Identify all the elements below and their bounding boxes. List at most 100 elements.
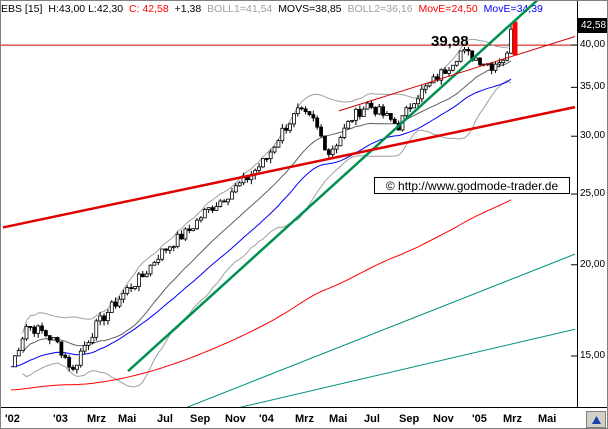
- y-tick-label: 35,00: [580, 81, 606, 93]
- candle-body: [404, 107, 409, 117]
- candle-body: [140, 273, 145, 278]
- candle-body: [377, 106, 382, 115]
- candle-body: [47, 335, 52, 341]
- candle-body: [187, 228, 192, 231]
- candle-body: [24, 326, 29, 340]
- candle-body: [144, 273, 149, 278]
- close-label: C: 42,58: [129, 3, 169, 15]
- candle-body: [51, 337, 56, 341]
- candle-body: [303, 108, 308, 112]
- x-tick-label: Mrz: [503, 413, 522, 425]
- candle-body: [346, 120, 351, 129]
- symbol-label: EBS [15]: [1, 3, 43, 15]
- x-tick-label: Jul: [157, 413, 173, 425]
- x-tick-label: Nov: [225, 413, 246, 425]
- candle-body: [427, 82, 432, 87]
- candle-body: [474, 57, 479, 61]
- change-label: +1,38: [174, 3, 202, 15]
- price-chart[interactable]: [1, 1, 577, 407]
- candle-body: [121, 292, 126, 300]
- candle-body: [350, 119, 354, 122]
- candle-body: [179, 233, 184, 240]
- candle-body: [257, 166, 261, 171]
- candle-body: [78, 350, 83, 366]
- x-tick-label: Mrz: [87, 413, 106, 425]
- boll2-label: BOLL2=36,16: [347, 3, 413, 15]
- x-tick-label: Nov: [433, 413, 454, 425]
- candle-body: [12, 355, 17, 368]
- candle-body: [129, 287, 134, 290]
- candle-body: [210, 207, 215, 211]
- candle-body: [40, 325, 44, 332]
- x-tick-label: '05: [472, 413, 487, 425]
- x-tick-label: Mai: [118, 413, 137, 425]
- candle-body: [168, 246, 172, 251]
- candle-body: [280, 127, 285, 142]
- candle-body: [214, 206, 219, 211]
- candle-body: [237, 182, 242, 187]
- candle-layer: [12, 21, 518, 374]
- candle-body: [74, 364, 79, 370]
- candle-body: [392, 118, 397, 124]
- y-tick-label: 25,00: [580, 188, 606, 200]
- x-tick-label: Sep: [399, 413, 420, 425]
- candle-body: [334, 145, 339, 150]
- candle-body: [230, 191, 234, 200]
- candle-body: [408, 107, 413, 110]
- move1-label: MovE=24,50: [418, 3, 478, 15]
- candle-body: [478, 57, 482, 66]
- candle-body: [299, 107, 304, 110]
- candle-body: [109, 301, 114, 313]
- candle-body: [183, 228, 188, 240]
- candle-body: [226, 198, 230, 203]
- trendline: [127, 1, 539, 373]
- candle-body: [466, 48, 471, 52]
- move2-label: MovE=34,39: [483, 3, 543, 15]
- candle-body: [326, 149, 331, 155]
- candle-body: [28, 326, 33, 328]
- candle-body: [439, 69, 444, 81]
- candle-body: [509, 28, 513, 54]
- candle-body: [342, 127, 347, 138]
- candle-body: [292, 113, 296, 125]
- x-tick-label: Mai: [329, 413, 348, 425]
- y-tick-label: 30,00: [580, 130, 606, 142]
- candle-body: [86, 342, 91, 346]
- candle-body: [388, 113, 393, 120]
- candle-body: [369, 102, 374, 108]
- candle-body: [361, 108, 366, 117]
- resistance-level-annotation: 39,98: [431, 33, 469, 50]
- candle-body: [501, 59, 506, 64]
- candle-body: [288, 123, 292, 131]
- candle-body: [311, 114, 316, 119]
- candle-body: [195, 219, 199, 230]
- candle-body: [330, 148, 335, 155]
- candle-body: [354, 108, 358, 121]
- candle-body: [338, 137, 343, 147]
- candle-body: [450, 64, 455, 71]
- up-arrow-icon: [591, 415, 601, 424]
- candle-body: [505, 52, 510, 61]
- candle-body: [152, 262, 157, 266]
- candle-body: [307, 111, 312, 115]
- candle-body: [315, 117, 320, 128]
- candle-body: [59, 341, 64, 356]
- last-price-box: 42,58: [578, 18, 607, 33]
- candle-body: [63, 354, 68, 358]
- candle-body: [199, 217, 203, 221]
- scroll-up-button[interactable]: [586, 411, 606, 428]
- candle-body: [423, 85, 428, 90]
- candle-body: [82, 345, 87, 352]
- candle-body: [156, 258, 161, 263]
- ohlc-label: H:43,00 L:42,30: [48, 3, 124, 15]
- candle-body: [319, 126, 323, 137]
- candle-body: [261, 158, 265, 168]
- candle-body: [284, 127, 289, 131]
- x-tick-label: Jul: [364, 413, 380, 425]
- candle-body: [137, 273, 141, 287]
- candle-body: [32, 326, 37, 334]
- candle-body: [493, 63, 498, 71]
- x-axis: '02 '03 Mrz Mai Jul Sep Nov '04 Mrz Mai Jul Sep Nov '…: [1, 407, 607, 428]
- trendline: [2, 105, 576, 229]
